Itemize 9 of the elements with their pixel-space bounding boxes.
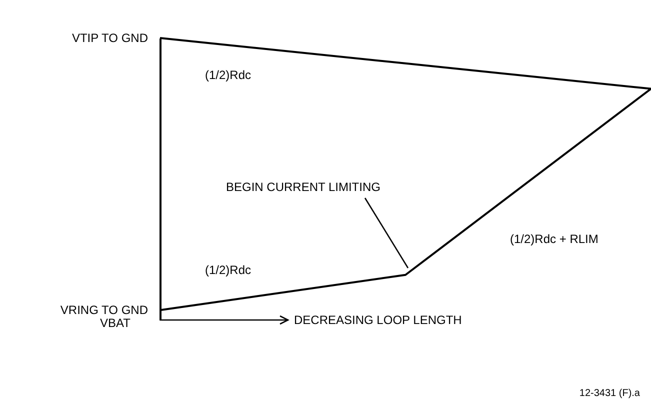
annotation: VBAT [100, 316, 132, 330]
series-label: VTIP TO GND [72, 31, 148, 45]
annotation: BEGIN CURRENT LIMITING [226, 180, 380, 194]
x-axis-title: DECREASING LOOP LENGTH [294, 313, 462, 327]
annotation: (1/2)Rdc [205, 263, 252, 277]
annotation: (1/2)Rdc [205, 68, 252, 82]
text: 12-3431 (F).a [579, 388, 640, 399]
annotation: (1/2)Rdc + RLIM [510, 232, 598, 246]
series-label: VRING TO GND [60, 303, 148, 318]
